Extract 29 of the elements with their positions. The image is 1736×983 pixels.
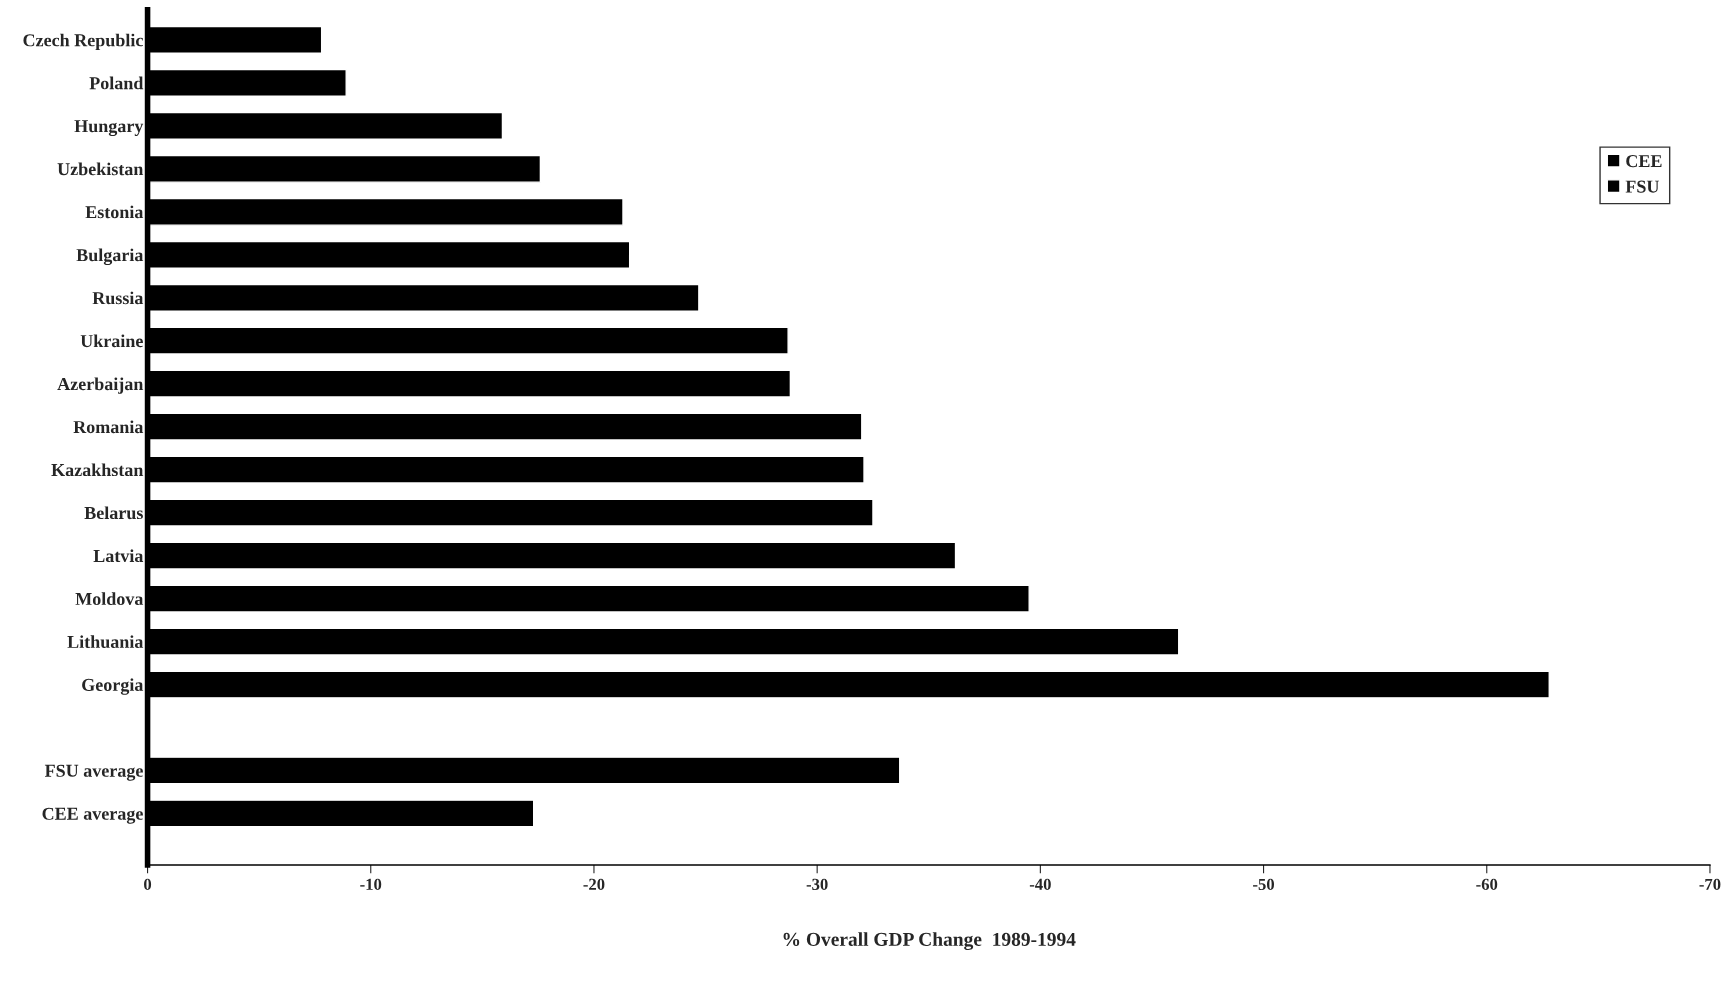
y-tick-label: Romania xyxy=(73,420,144,434)
y-tick-label: Russia xyxy=(92,291,144,305)
y-tick-label: Belarus xyxy=(84,506,143,520)
y-tick-label: Uzbekistan xyxy=(57,162,144,176)
y-tick-label: Latvia xyxy=(93,549,144,563)
y-tick-label: CEE average xyxy=(42,807,143,824)
y-tick-label: Estonia xyxy=(85,205,144,219)
x-tick-label: -20 xyxy=(583,878,605,890)
x-tick-label: -60 xyxy=(1476,878,1498,890)
y-tick-label: Hungary xyxy=(74,120,144,137)
legend-label: FSU xyxy=(1625,180,1659,193)
x-axis-title: % Overall GDP Change 1989-1994 xyxy=(783,932,1076,951)
y-tick-label: FSU average xyxy=(44,764,143,781)
y-tick-label: Georgia xyxy=(82,678,144,695)
y-tick-label: Kazakhstan xyxy=(51,463,144,477)
x-tick-label: -70 xyxy=(1699,878,1721,890)
x-tick-label: -50 xyxy=(1253,878,1275,890)
x-tick-label: -10 xyxy=(360,878,382,890)
legend-label: CEE xyxy=(1626,155,1662,168)
y-tick-label: Lithuania xyxy=(67,635,144,649)
y-tick-label: Ukraine xyxy=(80,334,143,348)
x-tick-label: -40 xyxy=(1029,878,1051,890)
x-tick-label: 0 xyxy=(144,878,152,890)
x-tick-label: -30 xyxy=(806,878,828,890)
y-tick-label: Moldova xyxy=(75,592,144,606)
y-tick-label: Bulgaria xyxy=(76,248,144,266)
y-tick-label: Azerbaijan xyxy=(57,377,144,394)
y-tick-label: Czech Republic xyxy=(23,33,143,51)
y-tick-label: Poland xyxy=(89,76,144,90)
